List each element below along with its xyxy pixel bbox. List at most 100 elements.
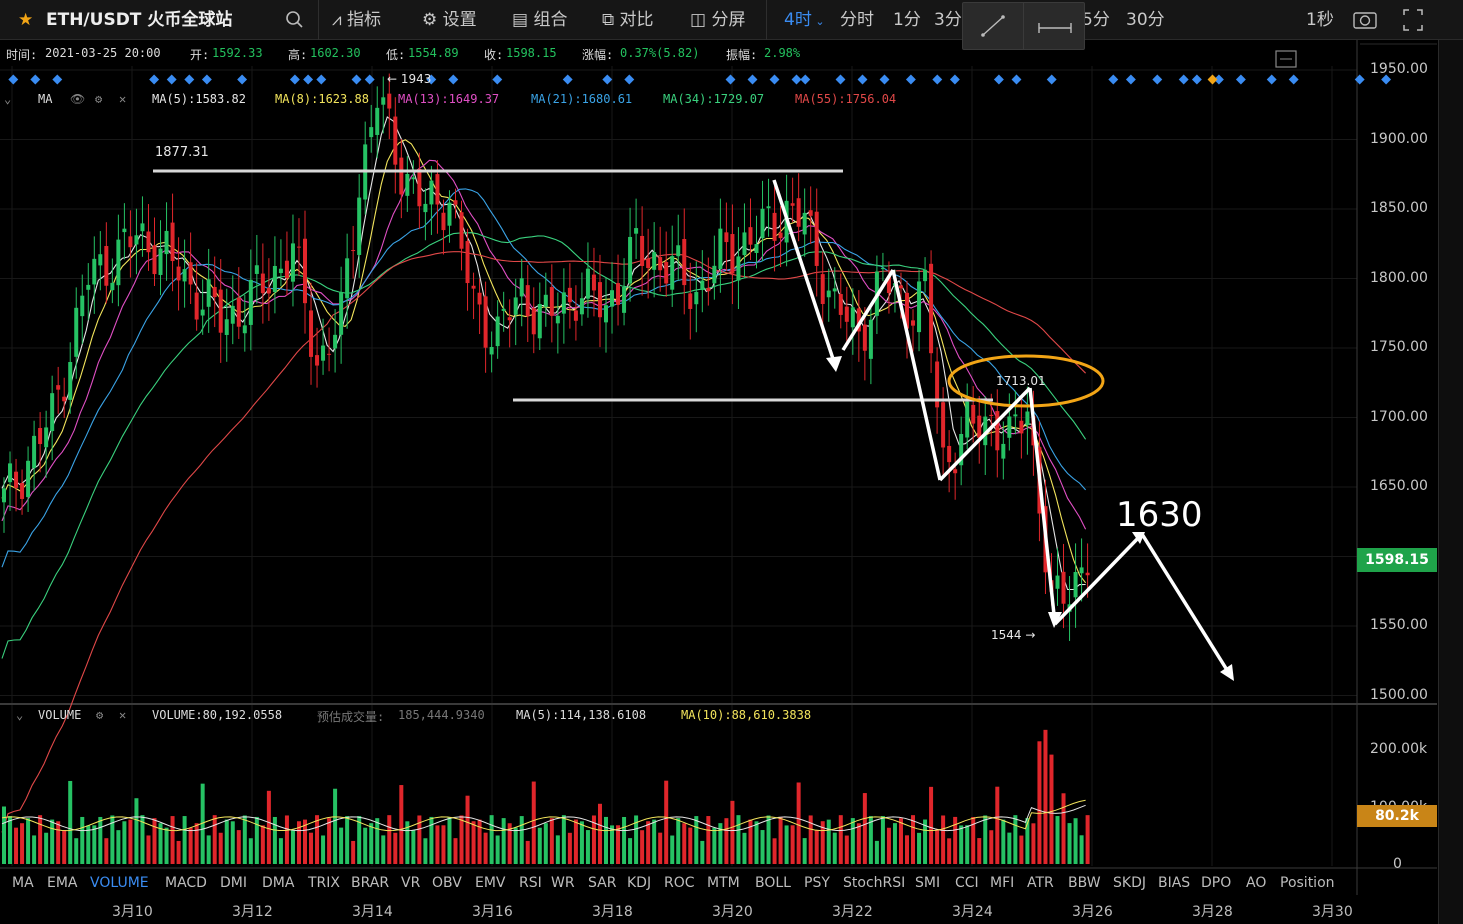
volume-bar (953, 816, 958, 864)
indicator-tab-brar[interactable]: BRAR (351, 875, 390, 891)
candle-body (417, 168, 422, 207)
indicator-tab-obv[interactable]: OBV (432, 875, 462, 891)
trend-arrow-line (891, 269, 942, 481)
indicator-tab-boll[interactable]: BOLL (755, 875, 791, 891)
candle-body (158, 248, 163, 275)
trend-arrow-line (938, 386, 1032, 482)
indicator-tab-dmi[interactable]: DMI (220, 875, 247, 891)
refresh-rate[interactable]: 1秒 (1306, 10, 1334, 30)
indicator-tab-position[interactable]: Position (1280, 875, 1335, 891)
indicator-tab-roc[interactable]: ROC (664, 875, 695, 891)
combo-button[interactable]: ▤ 组合 (512, 0, 567, 40)
event-marker (1178, 74, 1189, 85)
gear-icon[interactable]: ⚙ (95, 92, 103, 106)
volume-bar (80, 816, 85, 864)
settings-button[interactable]: ⚙ 设置 (422, 0, 477, 40)
candle-body (236, 297, 241, 327)
indicator-tab-stochrsi[interactable]: StochRSI (843, 875, 906, 891)
indicator-tab-volume[interactable]: VOLUME (90, 875, 149, 891)
interval-1m[interactable]: 1分 (893, 10, 921, 30)
interval-3m[interactable]: 3分 (934, 10, 962, 30)
combo-icon: ▤ (512, 10, 534, 30)
candle-body (32, 435, 37, 469)
indicator-tab-ao[interactable]: AO (1246, 875, 1267, 891)
volume-bar (760, 830, 765, 864)
candle-body (1079, 567, 1084, 574)
volume-bar (543, 823, 548, 864)
volume-bar (98, 816, 103, 864)
indicator-tab-bias[interactable]: BIAS (1158, 875, 1191, 891)
indicator-tab-rsi[interactable]: RSI (519, 875, 542, 891)
volume-bar (730, 800, 735, 864)
volume-bar (381, 835, 386, 864)
indicator-tab-sar[interactable]: SAR (588, 875, 617, 891)
collapse-arrow-icon[interactable]: ⌄ (16, 708, 24, 722)
indicator-tab-mfi[interactable]: MFI (990, 875, 1015, 891)
price-axis-label: 1700.00 (1370, 408, 1428, 425)
indicator-tab-cci[interactable]: CCI (955, 875, 979, 891)
search-icon[interactable] (284, 0, 304, 40)
horizontal-line-tool-icon[interactable] (1025, 3, 1085, 49)
eye-icon[interactable]: 👁 (70, 92, 86, 106)
date-axis-label: 3月10 (112, 904, 153, 920)
indicator-tab-atr[interactable]: ATR (1027, 875, 1054, 891)
interval-30m[interactable]: 30分 (1126, 10, 1165, 30)
event-marker (879, 74, 890, 85)
indicator-tab-psy[interactable]: PSY (804, 875, 830, 891)
interval-4h-dropdown[interactable]: 4时 ⌄ (784, 0, 825, 40)
indicator-tab-vr[interactable]: VR (401, 875, 421, 891)
date-axis-label: 3月22 (832, 904, 873, 920)
open-label: 开: (190, 48, 210, 62)
close-icon[interactable]: ✕ (119, 92, 127, 106)
indicator-tab-kdj[interactable]: KDJ (627, 875, 652, 891)
volume-bar (303, 819, 307, 864)
event-marker (791, 74, 802, 85)
candle-body (248, 279, 253, 325)
candle-body (555, 315, 560, 324)
candle-body (122, 228, 127, 233)
date-axis-label: 3月16 (472, 904, 513, 920)
close-icon[interactable]: ✕ (119, 708, 127, 722)
candle-body (898, 285, 903, 289)
candle-body (1073, 572, 1078, 598)
indicator-tab-dpo[interactable]: DPO (1201, 875, 1232, 891)
compare-button[interactable]: ⧉ 对比 (602, 0, 654, 40)
indicator-tab-emv[interactable]: EMV (475, 875, 506, 891)
candle-body (194, 292, 199, 320)
indicator-tab-macd[interactable]: MACD (165, 875, 207, 891)
favorite-star-icon[interactable]: ★ (18, 10, 34, 30)
volume-bar (754, 821, 759, 864)
split-screen-button[interactable]: ◫ 分屏 (690, 0, 745, 40)
volume-bar (959, 825, 964, 864)
gear-icon[interactable]: ⚙ (96, 708, 104, 722)
volume-ma10: MA(10):88,610.3838 (681, 708, 812, 722)
symbol-title[interactable]: ETH/USDT 火币全球站 (46, 10, 233, 30)
indicator-tab-ma[interactable]: MA (12, 875, 34, 891)
indicator-tab-wr[interactable]: WR (551, 875, 575, 891)
candle-body (495, 316, 500, 347)
indicator-tab-dma[interactable]: DMA (262, 875, 295, 891)
indicator-tab-skdj[interactable]: SKDJ (1113, 875, 1146, 891)
volume-bar (489, 815, 494, 864)
camera-icon[interactable] (1352, 0, 1378, 40)
interval-timeline[interactable]: 分时 (840, 10, 874, 30)
trendline-tool-icon[interactable] (963, 3, 1024, 49)
interval-5m[interactable]: 5分 (1082, 10, 1110, 30)
event-marker (448, 74, 459, 85)
indicator-tab-ema[interactable]: EMA (47, 875, 78, 891)
indicator-tab-smi[interactable]: SMI (915, 875, 941, 891)
indicator-tab-mtm[interactable]: MTM (707, 875, 740, 891)
collapse-arrow-icon[interactable]: ⌄ (4, 92, 12, 106)
fullscreen-icon[interactable] (1402, 0, 1424, 40)
volume-bar (501, 818, 506, 864)
candle-body (682, 238, 687, 286)
candle-body (501, 308, 506, 311)
event-marker (30, 74, 41, 85)
indicator-tab-bbw[interactable]: BBW (1068, 875, 1101, 891)
candle-body (405, 173, 410, 196)
volume-bar (862, 793, 867, 864)
indicators-button[interactable]: ⩘ 指标 (332, 0, 381, 40)
split-icon: ◫ (690, 10, 712, 30)
indicator-tab-trix[interactable]: TRIX (308, 875, 340, 891)
